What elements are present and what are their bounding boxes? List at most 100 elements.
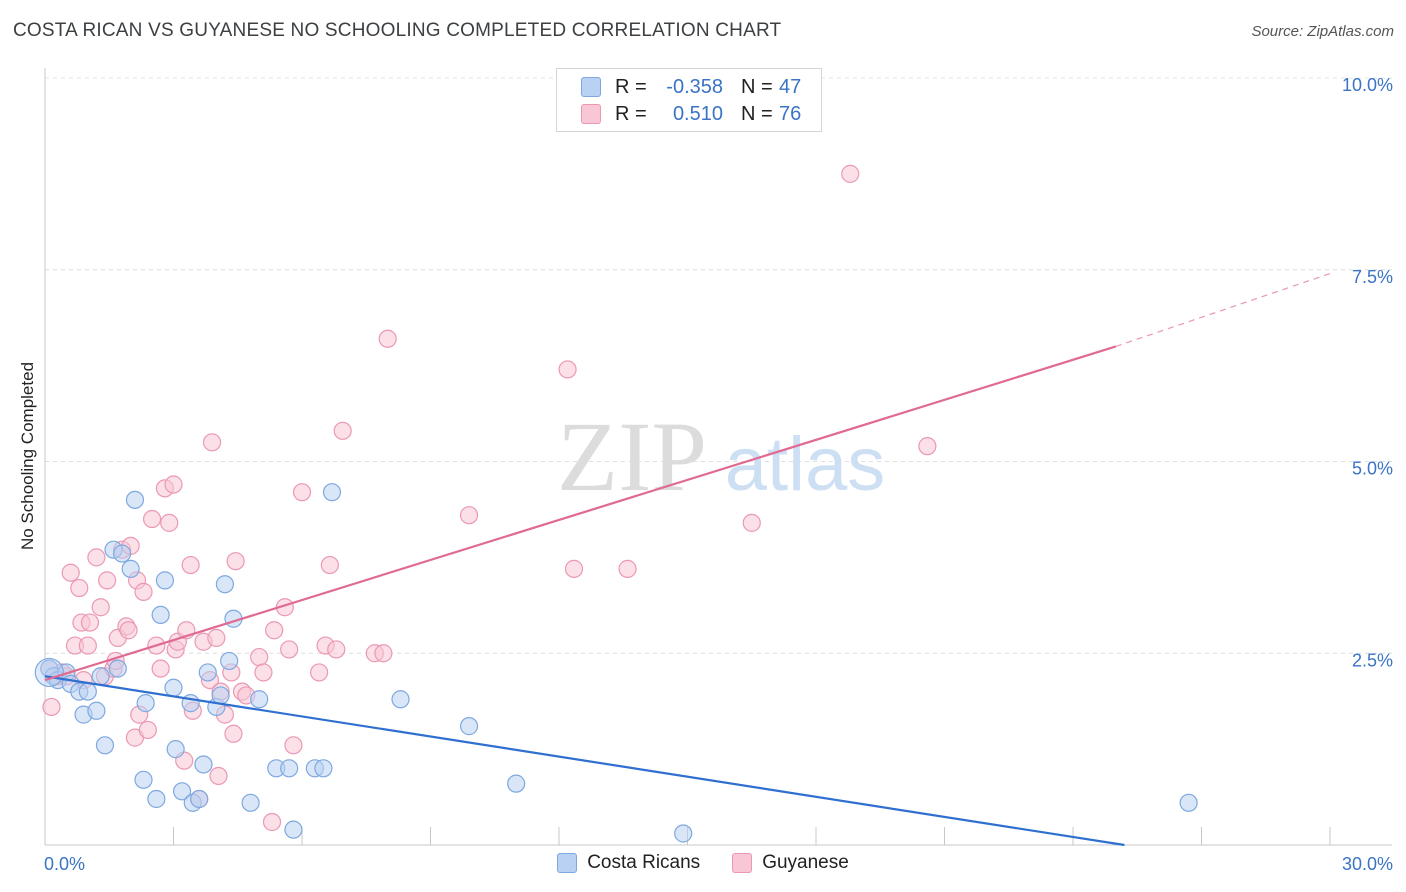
guyanese-point: [742, 513, 761, 532]
costa-rican-point: [284, 820, 303, 839]
guyanese-trend-line: [44, 345, 1117, 682]
legend-r-value: -0.358: [666, 75, 723, 98]
legend-label-guyanese: Guyanese: [762, 852, 849, 873]
costa-rican-point: [250, 690, 269, 709]
x-tick-label: 30.0%: [1342, 854, 1393, 874]
trend-lines: [44, 273, 1331, 847]
legend-swatch-pink: [581, 104, 601, 124]
legend-r-value: 0.510: [672, 102, 723, 125]
guyanese-point: [327, 640, 346, 659]
legend-label-costa-ricans: Costa Ricans: [587, 852, 701, 873]
guyanese-point: [310, 663, 329, 682]
costa-ricans-trend-line: [44, 675, 1125, 847]
costa-rican-point: [112, 544, 132, 563]
guyanese-point: [374, 644, 393, 663]
costa-rican-points: [34, 483, 1198, 843]
guyanese-point: [224, 724, 243, 743]
costa-rican-point: [134, 770, 153, 789]
guyanese-point: [459, 506, 479, 525]
costa-rican-point: [674, 824, 693, 843]
watermark: ZIP atlas: [557, 401, 885, 512]
watermark-zip: ZIP: [557, 401, 707, 512]
guyanese-point: [138, 720, 157, 740]
costa-rican-point: [136, 694, 155, 713]
costa-rican-point: [166, 740, 185, 759]
costa-rican-point: [198, 663, 217, 682]
legend-swatch-pink: [732, 853, 753, 873]
costa-rican-point: [190, 789, 209, 809]
x-tick-label: 0.0%: [44, 854, 85, 874]
guyanese-point: [262, 812, 282, 832]
guyanese-point: [160, 513, 179, 532]
guyanese-point: [181, 555, 200, 575]
costa-rican-point: [314, 759, 333, 778]
guyanese-point: [134, 582, 153, 601]
source-label: Source: ZipAtlas.com: [1251, 23, 1394, 40]
chart-title: COSTA RICAN VS GUYANESE NO SCHOOLING COM…: [13, 20, 782, 41]
costa-rican-point: [91, 667, 110, 686]
legend-r-label: R =: [615, 102, 647, 125]
legend-n-value: 47: [779, 75, 802, 98]
guyanese-point: [98, 571, 117, 590]
guyanese-point: [209, 766, 228, 786]
legend-swatch-blue: [581, 77, 601, 97]
legend-n-value: 76: [779, 102, 802, 125]
guyanese-point: [918, 437, 937, 456]
costa-rican-point: [95, 736, 115, 755]
guyanese-point: [333, 421, 352, 440]
costa-rican-point: [172, 782, 192, 801]
guyanese-point: [254, 663, 273, 682]
guyanese-point: [42, 697, 61, 717]
legend-r-label: R =: [615, 75, 647, 98]
costa-rican-point: [155, 571, 175, 590]
guyanese-point: [151, 659, 170, 678]
guyanese-point: [564, 559, 584, 578]
legend-item-guyanese: Guyanese: [732, 852, 849, 874]
y-tick-label: 10.0%: [1342, 75, 1393, 95]
costa-rican-point: [459, 717, 479, 736]
guyanese-point: [142, 509, 162, 529]
watermark-atlas: atlas: [725, 422, 886, 507]
guyanese-point: [841, 164, 860, 183]
guyanese-point: [91, 598, 110, 617]
guyanese-point: [78, 636, 97, 655]
series-legend: Costa Ricans Guyanese: [0, 852, 1406, 874]
guyanese-point: [207, 628, 226, 648]
costa-rican-point: [108, 659, 127, 678]
costa-rican-point: [211, 686, 230, 705]
guyanese-trend-extension: [1115, 273, 1331, 348]
y-tick-label: 5.0%: [1352, 459, 1393, 479]
costa-rican-point: [215, 575, 234, 594]
costa-rican-point: [147, 789, 166, 809]
guyanese-point: [202, 433, 222, 452]
costa-rican-point: [322, 483, 342, 502]
guyanese-point: [284, 736, 303, 755]
guyanese-point: [87, 548, 106, 567]
guyanese-point: [320, 555, 339, 575]
correlation-legend: R = -0.358 N = 47 R = 0.510 N = 76: [556, 68, 822, 132]
costa-rican-point: [87, 701, 106, 720]
guyanese-point: [226, 552, 245, 571]
guyanese-point: [80, 613, 100, 632]
guyanese-point: [265, 621, 284, 640]
tick-labels: 2.5% 5.0% 7.5% 10.0% 0.0% 30.0%: [44, 75, 1393, 874]
guyanese-point: [119, 621, 138, 640]
guyanese-point: [280, 640, 299, 659]
guyanese-point: [164, 475, 183, 494]
costa-rican-point: [507, 774, 526, 793]
guyanese-point: [70, 578, 89, 598]
guyanese-point: [378, 329, 397, 348]
legend-n-label: N =: [741, 102, 773, 125]
guyanese-point: [618, 559, 637, 578]
costa-rican-point: [121, 559, 140, 578]
costa-rican-point: [78, 682, 97, 701]
legend-swatch-blue: [557, 853, 578, 873]
guyanese-point: [292, 483, 312, 502]
grid-lines: [45, 77, 1392, 654]
guyanese-point: [61, 563, 80, 582]
y-tick-label: 2.5%: [1352, 650, 1393, 670]
costa-rican-point: [391, 690, 410, 709]
costa-rican-point: [125, 490, 145, 509]
legend-row-guyanese: R = 0.510 N = 76: [581, 101, 801, 127]
